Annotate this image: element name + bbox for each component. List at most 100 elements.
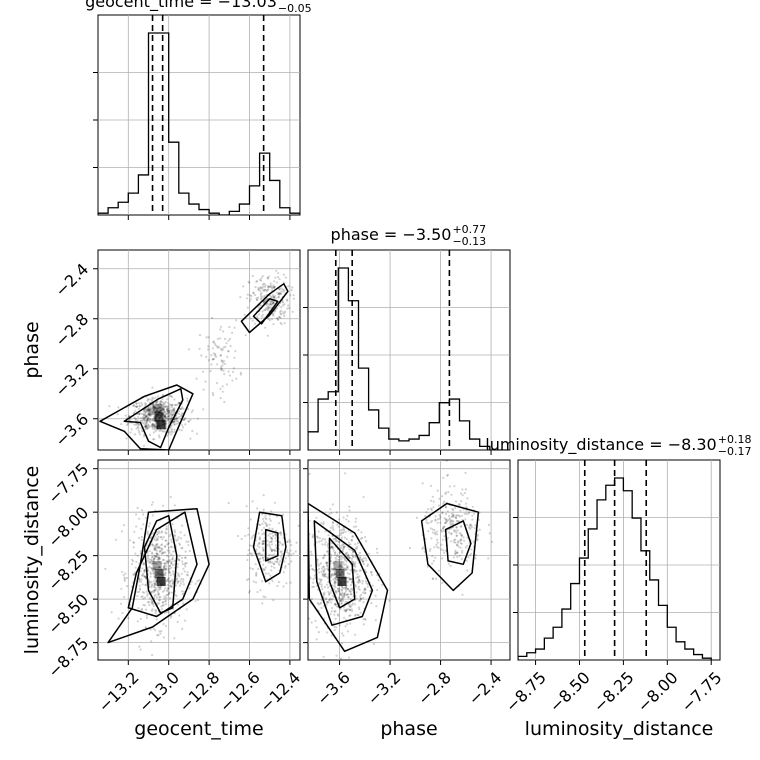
sample-point [344,610,348,613]
sample-point [182,426,185,429]
sample-point [161,604,164,607]
sample-point [454,551,457,554]
sample-point [343,595,346,598]
sample-point [263,288,266,291]
sample-point [452,514,455,517]
sample-point [154,547,157,550]
sample-point [333,613,336,616]
sample-point [185,608,188,611]
sample-point [321,573,324,576]
sample-point [169,417,172,420]
sample-point [236,534,240,538]
sample-point [271,286,274,289]
sample-point [170,540,173,544]
sample-point [263,542,266,545]
sample-point [431,531,435,534]
sample-point [272,314,275,317]
contour-line [252,298,279,325]
sample-point [157,556,161,559]
sample-point [348,589,351,592]
sample-point [252,292,255,295]
sample-point [343,558,346,562]
sample-point [148,433,152,436]
sample-point [320,522,323,525]
sample-point [271,302,274,305]
sample-point [261,533,264,536]
sample-point [357,581,360,585]
sample-point [202,408,205,411]
sample-point [164,405,167,408]
sample-point [319,580,322,584]
sample-point [332,528,335,531]
sample-point [347,541,350,544]
sample-point [150,640,153,643]
sample-point [339,598,342,601]
sample-point [120,587,123,590]
sample-point [347,520,350,523]
sample-point [278,278,281,281]
sample-point [334,603,337,607]
sample-point [282,311,285,314]
sample-point [161,408,164,411]
sample-point [325,597,328,600]
sample-point [157,406,161,409]
sample-point [358,599,361,602]
sample-point [279,531,282,534]
sample-point [174,535,177,538]
sample-point [354,520,357,523]
sample-point [165,532,168,535]
sample-point [189,437,192,440]
sample-point [344,610,347,613]
sample-point [159,408,162,411]
sample-point [136,590,139,594]
sample-point [129,418,132,421]
sample-point [261,295,264,298]
sample-point [171,557,174,561]
sample-point [168,410,171,414]
sample-point [149,412,152,415]
sample-point [322,565,325,568]
sample-point [157,586,160,589]
sample-point [184,565,187,568]
sample-point [154,539,157,542]
sample-point [337,587,340,590]
sample-point [454,500,458,503]
sample-point [445,505,448,509]
sample-point [342,545,345,548]
sample-point [162,430,165,433]
sample-point [153,406,156,409]
sample-point [359,569,362,572]
sample-point [460,525,463,528]
sample-point [441,581,444,585]
sample-point [141,574,144,577]
sample-point [286,540,289,544]
sample-point [454,516,457,520]
sample-point [164,551,167,554]
sample-point [152,572,155,575]
sample-point [476,535,479,538]
sample-point [144,428,147,431]
sample-point [153,594,156,597]
sample-point [140,403,144,406]
sample-point [188,549,191,553]
sample-point [151,569,154,573]
sample-point [154,401,158,404]
sample-point [272,548,276,552]
sample-point [333,580,336,583]
sample-point [429,484,433,487]
sample-point [162,409,165,412]
sample-point [171,403,174,406]
sample-point [163,410,166,413]
sample-point [338,588,341,591]
sample-point [274,276,277,279]
sample-point [332,568,335,571]
sample-point [152,397,155,400]
sample-point [431,562,434,565]
sample-point [283,303,286,306]
sample-point [264,596,267,599]
sample-point [143,414,146,417]
sample-point [365,580,368,583]
sample-point [168,394,172,398]
sample-point [279,542,282,545]
sample-point [182,583,185,586]
